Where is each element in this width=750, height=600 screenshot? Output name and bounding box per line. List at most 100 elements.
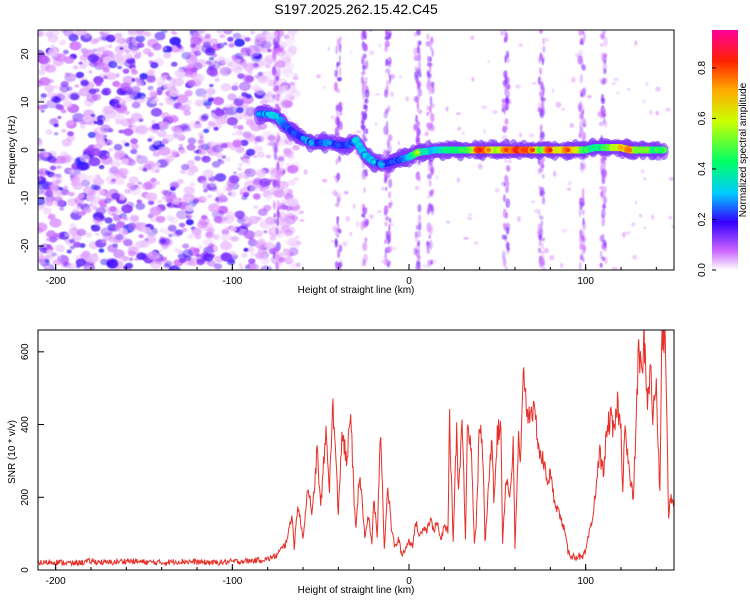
colorbar: 0.0 0.2 0.4 0.6 0.8 Normalized spectral ampl… <box>697 30 749 277</box>
streak-blob <box>504 88 507 96</box>
streak-blob <box>334 81 338 92</box>
noise-blob <box>210 109 223 119</box>
streak-blob <box>602 155 606 165</box>
noise-blob <box>259 178 271 187</box>
noise-blob <box>213 126 219 131</box>
noise-blob <box>113 33 122 39</box>
noise-blob <box>45 129 53 135</box>
noise-blob <box>237 96 243 100</box>
noise-blob <box>142 226 152 234</box>
noise-blob <box>174 248 180 253</box>
noise-blob <box>243 230 256 240</box>
noise-blob <box>227 192 233 196</box>
noise-blob <box>100 62 106 66</box>
streak-blob <box>537 247 542 253</box>
noise-blob <box>284 48 296 58</box>
noise-blob <box>587 95 592 99</box>
streak-blob <box>504 125 509 131</box>
noise-blob <box>96 119 104 126</box>
noise-blob <box>283 149 294 158</box>
noise-blob <box>561 228 568 233</box>
noise-blob <box>238 163 243 167</box>
noise-blob <box>64 233 70 237</box>
noise-blob <box>345 215 350 222</box>
noise-blob <box>243 112 249 117</box>
noise-blob <box>163 134 175 143</box>
noise-blob <box>200 196 207 201</box>
streak-blob <box>363 207 368 215</box>
noise-blob <box>179 257 186 264</box>
streak-blob <box>538 57 542 65</box>
noise-blob <box>263 230 268 234</box>
noise-blob <box>212 96 224 106</box>
noise-blob <box>193 150 198 154</box>
noise-blob <box>59 84 70 93</box>
streak-blob <box>601 204 607 209</box>
ridge-point <box>362 152 368 157</box>
streak-blob <box>339 244 343 253</box>
noise-blob <box>132 86 141 94</box>
streak-blob <box>538 240 542 247</box>
noise-blob <box>178 148 186 154</box>
noise-blob <box>239 266 244 270</box>
streak-blob <box>542 37 545 46</box>
ridge-point <box>318 140 324 145</box>
noise-blob <box>106 259 119 269</box>
noise-blob <box>285 217 294 225</box>
noise-blob <box>264 241 274 249</box>
noise-blob <box>136 30 144 35</box>
noise-blob <box>95 207 106 216</box>
streak-blob <box>386 84 389 90</box>
ridge-point <box>627 147 633 153</box>
colorbar-tick-label: 0.4 <box>697 162 708 176</box>
noise-blob <box>38 187 44 195</box>
noise-blob <box>209 181 217 188</box>
noise-blob <box>210 38 219 45</box>
noise-blob <box>132 100 139 106</box>
noise-blob <box>549 254 555 261</box>
noise-blob <box>138 234 144 239</box>
streak-blob <box>426 173 432 180</box>
ridge-point <box>494 147 500 153</box>
streak-blob <box>542 46 546 53</box>
streak-blob <box>578 208 582 218</box>
noise-blob <box>668 177 674 181</box>
streak-blob <box>274 219 278 224</box>
noise-blob <box>38 97 46 103</box>
noise-blob <box>99 31 104 35</box>
streak-blob <box>430 86 435 94</box>
noise-blob <box>559 262 564 268</box>
ridge-point <box>609 145 615 150</box>
noise-blob <box>147 96 153 102</box>
colorbar-tick-label: 0.0 <box>697 263 708 277</box>
streak-blob <box>582 87 586 98</box>
streak-blob <box>361 110 365 117</box>
noise-blob <box>123 207 130 212</box>
noise-blob <box>555 101 562 108</box>
streak-blob <box>417 109 423 115</box>
noise-blob <box>90 224 96 229</box>
noise-blob <box>69 223 77 229</box>
noise-blob <box>202 41 212 49</box>
streak-blob <box>413 54 419 62</box>
ridge-point <box>380 162 385 167</box>
noise-blob <box>287 164 299 174</box>
noise-blob <box>655 110 660 116</box>
noise-blob <box>245 93 252 99</box>
streak-blob <box>581 209 586 215</box>
noise-blob <box>44 84 55 93</box>
noise-blob <box>156 90 163 96</box>
noise-blob <box>242 75 253 84</box>
noise-blob <box>299 219 305 222</box>
noise-blob <box>38 55 50 65</box>
noise-blob <box>639 214 642 218</box>
noise-blob <box>79 154 90 163</box>
streak-blob <box>506 241 510 250</box>
streak-blob <box>272 141 277 151</box>
streak-blob <box>430 125 435 132</box>
noise-blob <box>230 226 237 232</box>
noise-blob <box>77 211 85 217</box>
noise-blob <box>544 37 549 42</box>
streak-blob <box>426 244 430 254</box>
